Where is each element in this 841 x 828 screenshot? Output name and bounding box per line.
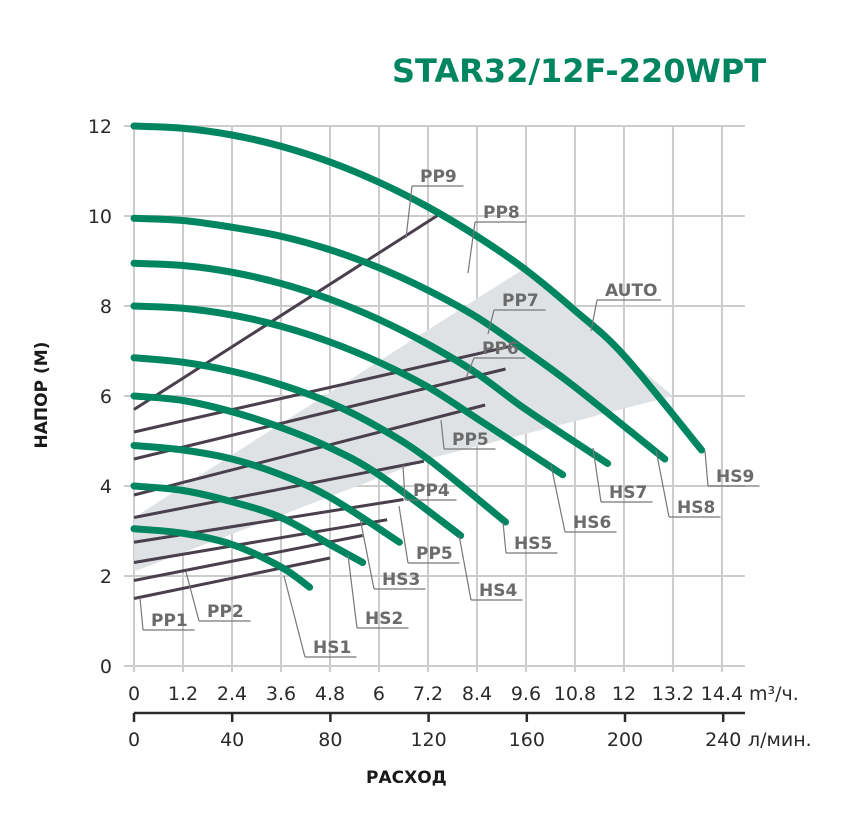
label-leader (347, 554, 358, 629)
x-tick-label-m3h: 1.2 (168, 683, 198, 705)
hs-curve-hs3 (130, 442, 403, 546)
curve-label-auto: AUTO (605, 281, 658, 301)
x-tick-label-m3h: 4.8 (315, 683, 345, 705)
x-tick-label-lmin: 40 (220, 729, 244, 751)
x-tick-label-m3h: 12 (612, 683, 636, 705)
x-unit-lmin: л/мин. (748, 729, 812, 751)
pp-line-pp9 (133, 212, 442, 411)
hs-curve-hs7 (130, 259, 612, 467)
x-tick-label-m3h: 7.2 (413, 683, 443, 705)
x-tick-label-m3h: 13.2 (652, 683, 694, 705)
label-leader (405, 185, 413, 239)
x-tick-label-lmin: 80 (318, 729, 342, 751)
curve-label-hs6: HS6 (573, 513, 611, 533)
auto-region (134, 270, 673, 572)
label-leader (467, 221, 476, 274)
curve-label-pp7: PP7 (502, 291, 539, 311)
x-tick-label-lmin: 240 (705, 729, 741, 751)
label-leader (550, 464, 566, 533)
label-leader (655, 449, 670, 518)
x-tick-label-m3h: 9.6 (511, 683, 541, 705)
y-tick-label: 0 (100, 656, 112, 678)
hs-curve-hs9 (130, 122, 706, 454)
y-tick-label: 12 (88, 116, 112, 138)
label-leader (283, 575, 306, 658)
curve-label-pp5: PP5 (416, 544, 453, 564)
curve-label-pp6: PP6 (482, 339, 519, 359)
curve-label-hs1: HS1 (313, 638, 351, 658)
curve-labels: PP9 PP8 PP7 PP6 AUTO PP5 PP4 PP5 HS3 HS4 HS5 HS6 HS7… (139, 167, 760, 658)
constant-speed-curves (130, 122, 706, 591)
label-leader (502, 521, 507, 554)
x-tick-label-m3h: 2.4 (217, 683, 247, 705)
y-tick-label: 8 (100, 296, 112, 318)
curve-label-pp5: PP5 (452, 430, 489, 450)
curve-label-pp8: PP8 (483, 203, 520, 223)
x-tick-label-m3h: 10.8 (554, 683, 596, 705)
label-leader (590, 299, 598, 332)
x-tick-label-lmin: 200 (607, 729, 643, 751)
curve-label-pp4: PP4 (413, 481, 450, 501)
label-leader (440, 419, 445, 450)
hs-curve-hs2 (130, 482, 367, 566)
curve-label-hs3: HS3 (382, 570, 420, 590)
label-leader (359, 517, 375, 590)
x-tick-label-lmin: 160 (509, 729, 545, 751)
curve-label-pp2: PP2 (207, 602, 244, 622)
pp-line-pp6 (133, 403, 486, 497)
curve-label-hs5: HS5 (514, 534, 552, 554)
curve-label-hs9: HS9 (716, 467, 754, 487)
hs-curve-hs8 (130, 214, 669, 463)
x-tick-label-lmin: 0 (128, 729, 140, 751)
pp-line-pp8 (133, 345, 510, 434)
label-leader (458, 534, 472, 601)
y-tick-label: 4 (100, 476, 112, 498)
label-leader (465, 357, 475, 379)
label-leader (487, 309, 495, 335)
x-tick-label-m3h: 3.6 (266, 683, 296, 705)
y-tick-label: 10 (88, 206, 112, 228)
x-tick-label-m3h: 0 (128, 683, 140, 705)
x-axis-label: РАСХОД (366, 768, 447, 788)
curve-label-pp9: PP9 (420, 167, 457, 187)
x-tick-label-lmin: 120 (410, 729, 446, 751)
curve-label-pp1: PP1 (151, 611, 188, 631)
x-tick-label-m3h: 14.4 (701, 683, 743, 705)
y-tick-label: 2 (100, 566, 112, 588)
curve-label-hs8: HS8 (677, 498, 715, 518)
pp-line-pp1 (133, 556, 331, 600)
curve-label-hs2: HS2 (365, 609, 403, 629)
pp-line-pp3 (133, 518, 388, 564)
x-unit-m3h: m³/ч. (749, 683, 799, 705)
label-leader (185, 571, 200, 622)
y-tick-label: 6 (100, 386, 112, 408)
chart-title: STAR32/12F-220WPT (392, 52, 767, 90)
label-leader (592, 447, 602, 503)
x-tick-label-m3h: 6 (373, 683, 385, 705)
label-leader (139, 597, 144, 631)
label-leader (704, 450, 709, 487)
hs-curve-hs5 (130, 354, 510, 526)
pp-line-pp7 (133, 367, 506, 461)
auto-region-area (134, 270, 673, 572)
x-tick-label-m3h: 8.4 (462, 683, 492, 705)
hs-curve-hs4 (130, 392, 465, 539)
curve-label-hs4: HS4 (479, 581, 517, 601)
label-leader (402, 464, 406, 501)
hs-curve-hs6 (130, 302, 567, 479)
label-leader (398, 505, 409, 564)
hs-curve-hs1 (130, 525, 314, 591)
curve-label-hs7: HS7 (609, 483, 647, 503)
